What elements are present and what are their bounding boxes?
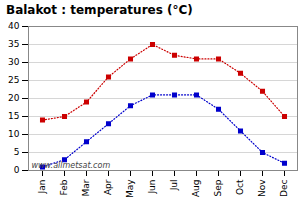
svg-text:30: 30 [8, 57, 20, 67]
svg-text:May: May [125, 179, 135, 198]
svg-text:Mar: Mar [81, 179, 91, 196]
svg-text:Sep: Sep [213, 179, 223, 196]
svg-text:Feb: Feb [59, 179, 69, 195]
svg-text:Dec: Dec [279, 179, 289, 196]
svg-text:Jul: Jul [169, 180, 179, 192]
svg-text:20: 20 [8, 93, 20, 103]
svg-text:Oct: Oct [235, 179, 245, 195]
svg-text:0: 0 [14, 165, 20, 175]
svg-text:15: 15 [8, 111, 19, 121]
html-text:Balakot : temperatures (°C): Balakot : temperatures (°C) [6, 3, 193, 17]
svg-text:10: 10 [8, 129, 20, 139]
svg-text:www.allmetsat.com: www.allmetsat.com [32, 161, 111, 170]
svg-text:Jun: Jun [147, 180, 157, 195]
svg-text:Jan: Jan [37, 180, 47, 195]
svg-text:35: 35 [8, 39, 19, 49]
svg-text:Apr: Apr [103, 179, 113, 195]
svg-text:Aug: Aug [191, 180, 201, 198]
svg-text:40: 40 [8, 21, 20, 31]
svg-text:25: 25 [8, 75, 19, 85]
svg-text:Nov: Nov [257, 179, 267, 197]
svg-text:5: 5 [14, 147, 20, 157]
